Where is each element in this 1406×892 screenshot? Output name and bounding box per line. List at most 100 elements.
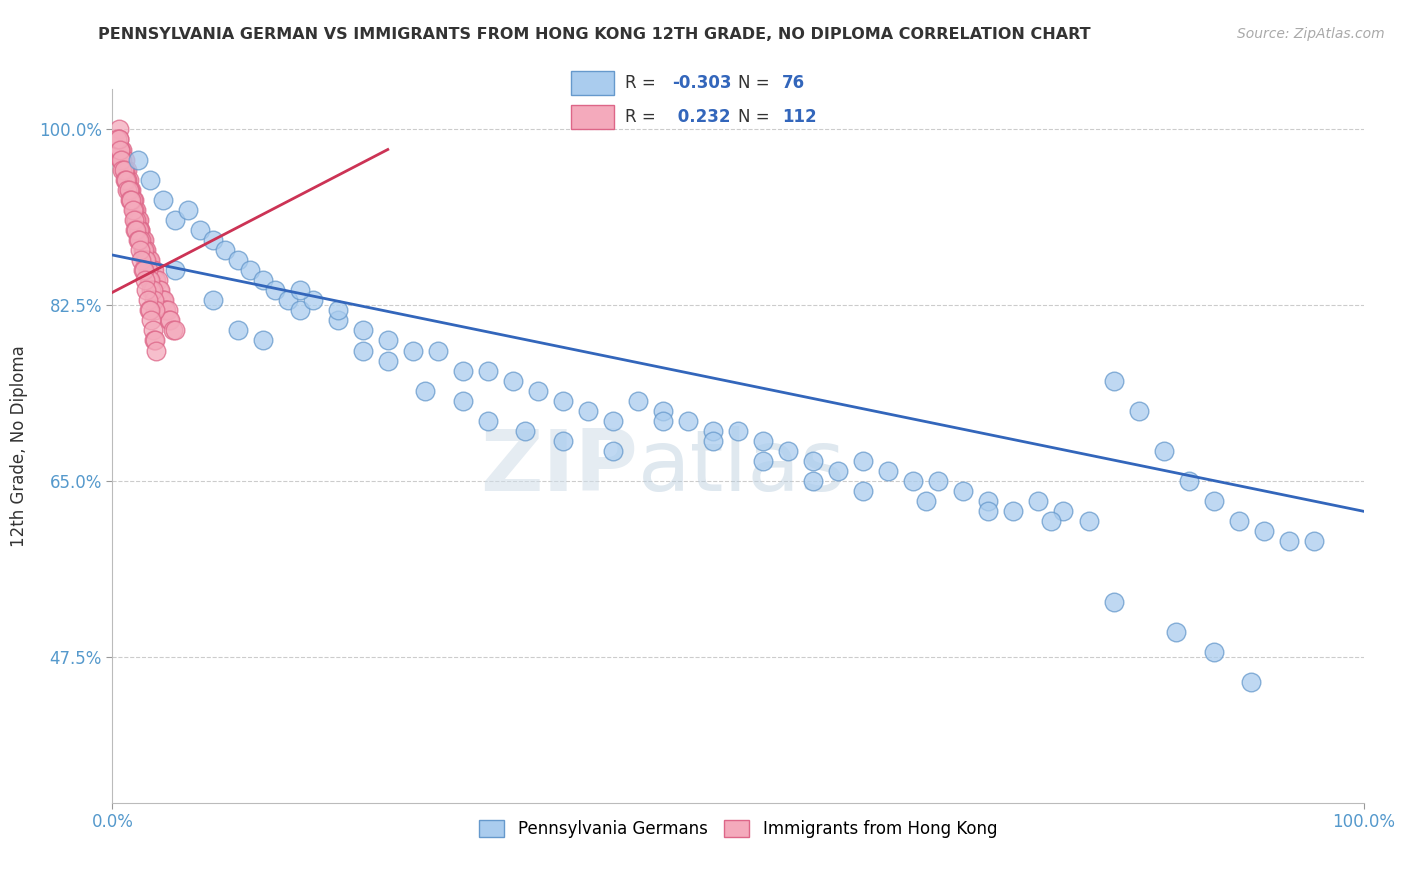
- Point: [877, 464, 900, 478]
- Point: [145, 343, 167, 358]
- Point: [141, 263, 163, 277]
- Point: [627, 393, 650, 408]
- Point: [156, 303, 179, 318]
- Point: [134, 253, 156, 268]
- Point: [129, 233, 152, 247]
- Point: [132, 263, 155, 277]
- Bar: [571, 70, 614, 95]
- Text: 76: 76: [782, 74, 804, 92]
- Point: [114, 172, 136, 186]
- Point: [1052, 504, 1074, 518]
- Point: [152, 293, 174, 308]
- Point: [129, 223, 152, 237]
- Text: 0.232: 0.232: [672, 108, 731, 126]
- Point: [163, 263, 186, 277]
- Text: Source: ZipAtlas.com: Source: ZipAtlas.com: [1237, 27, 1385, 41]
- Point: [132, 233, 155, 247]
- Point: [159, 313, 181, 327]
- Point: [277, 293, 299, 308]
- Point: [112, 162, 135, 177]
- Point: [125, 202, 148, 217]
- Point: [827, 464, 849, 478]
- Point: [1177, 474, 1199, 488]
- Point: [118, 193, 141, 207]
- Point: [141, 313, 163, 327]
- Point: [752, 454, 775, 468]
- Y-axis label: 12th Grade, No Diploma: 12th Grade, No Diploma: [10, 345, 28, 547]
- Point: [801, 454, 824, 468]
- Point: [143, 303, 166, 318]
- Point: [163, 323, 186, 337]
- Point: [129, 253, 152, 268]
- Text: PENNSYLVANIA GERMAN VS IMMIGRANTS FROM HONG KONG 12TH GRADE, NO DIPLOMA CORRELAT: PENNSYLVANIA GERMAN VS IMMIGRANTS FROM H…: [98, 27, 1091, 42]
- Point: [129, 233, 152, 247]
- Point: [120, 193, 142, 207]
- Point: [118, 183, 141, 197]
- Point: [132, 243, 155, 257]
- Point: [1128, 404, 1150, 418]
- Point: [149, 283, 172, 297]
- Point: [111, 143, 134, 157]
- Point: [1039, 515, 1063, 529]
- Point: [120, 183, 142, 197]
- Point: [111, 162, 134, 177]
- Point: [652, 404, 675, 418]
- Point: [551, 434, 574, 448]
- Point: [176, 202, 198, 217]
- Point: [127, 212, 149, 227]
- Point: [352, 323, 374, 337]
- Point: [129, 233, 152, 247]
- Point: [107, 132, 129, 146]
- Point: [136, 263, 159, 277]
- Point: [112, 153, 135, 167]
- Point: [752, 434, 775, 448]
- Point: [110, 153, 132, 167]
- Point: [1302, 534, 1324, 549]
- Point: [778, 444, 800, 458]
- Point: [226, 323, 249, 337]
- Point: [148, 283, 170, 297]
- Text: R =: R =: [626, 74, 657, 92]
- Point: [115, 172, 138, 186]
- Point: [977, 494, 1000, 508]
- Point: [239, 263, 262, 277]
- Point: [142, 293, 165, 308]
- Point: [139, 303, 162, 318]
- Point: [112, 162, 135, 177]
- Point: [264, 283, 287, 297]
- Point: [121, 193, 143, 207]
- Point: [214, 243, 236, 257]
- Point: [141, 283, 163, 297]
- Point: [125, 223, 148, 237]
- Point: [138, 253, 160, 268]
- Point: [977, 504, 1000, 518]
- Text: -0.303: -0.303: [672, 74, 731, 92]
- Point: [128, 223, 150, 237]
- Point: [143, 334, 166, 348]
- Point: [1202, 494, 1225, 508]
- Point: [141, 283, 163, 297]
- Point: [127, 223, 149, 237]
- Point: [226, 253, 249, 268]
- Point: [135, 243, 157, 257]
- Point: [413, 384, 436, 398]
- Point: [150, 293, 173, 308]
- Point: [136, 293, 159, 308]
- Point: [121, 202, 143, 217]
- Point: [122, 193, 145, 207]
- Point: [290, 283, 312, 297]
- Point: [801, 474, 824, 488]
- Point: [477, 363, 499, 377]
- Text: ZIP: ZIP: [481, 425, 638, 509]
- Point: [952, 484, 974, 499]
- Point: [145, 273, 167, 287]
- Point: [188, 223, 211, 237]
- Point: [129, 223, 152, 237]
- Point: [527, 384, 550, 398]
- Point: [1077, 515, 1099, 529]
- Point: [139, 172, 162, 186]
- Point: [117, 172, 139, 186]
- Point: [118, 183, 141, 197]
- Point: [142, 263, 165, 277]
- Point: [451, 363, 474, 377]
